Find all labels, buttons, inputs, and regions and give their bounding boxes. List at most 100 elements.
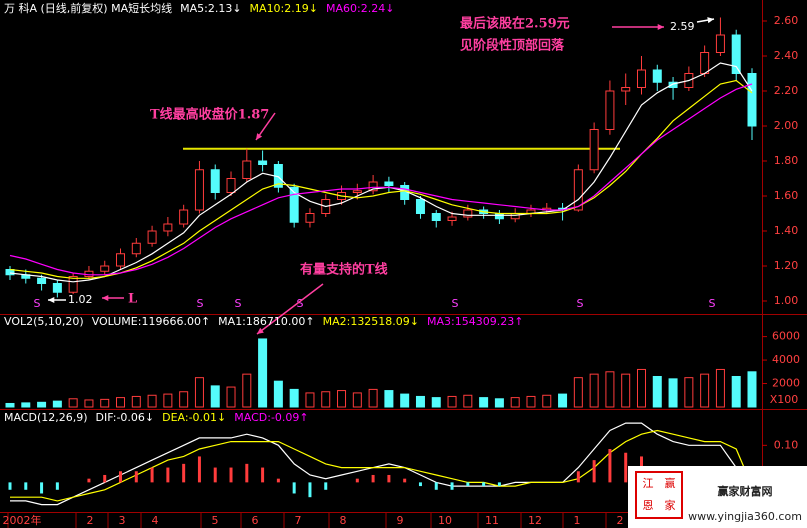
annotation: T线最高收盘价1.87 bbox=[150, 107, 269, 123]
volume-bar bbox=[431, 397, 441, 408]
x-tick-label: 2 bbox=[87, 514, 94, 527]
candle-body bbox=[731, 34, 741, 74]
x-tick-label: 11 bbox=[485, 514, 499, 527]
volume-bar bbox=[463, 394, 473, 408]
arrow-head bbox=[707, 17, 714, 24]
x-tick-label: 3 bbox=[119, 514, 126, 527]
candle-body bbox=[84, 270, 94, 277]
x-tick-label: 4 bbox=[152, 514, 159, 527]
y-tick-label: 4000 bbox=[772, 353, 800, 366]
candle-body bbox=[258, 160, 268, 165]
candle-body bbox=[368, 181, 378, 192]
x-tick-label: 2002年 bbox=[3, 513, 42, 527]
volume-bar bbox=[5, 402, 15, 408]
volume-bar bbox=[636, 368, 646, 408]
volume-bar bbox=[494, 398, 504, 408]
header-text: MA60:2.24↓ bbox=[326, 2, 394, 15]
volume-bar bbox=[368, 388, 378, 408]
candle-body bbox=[116, 253, 126, 267]
volume-bar bbox=[352, 392, 362, 408]
candle-body bbox=[636, 69, 646, 88]
x-tick-label: 12 bbox=[528, 514, 542, 527]
volume-bar bbox=[242, 373, 252, 408]
ma-line bbox=[9, 83, 753, 276]
signal-marker: S bbox=[297, 297, 304, 310]
logo-seal-char: 赢 bbox=[665, 476, 676, 490]
y-tick-label: 1.20 bbox=[774, 259, 799, 272]
volume-bar bbox=[210, 385, 220, 408]
candle-body bbox=[194, 169, 204, 211]
candle-body bbox=[494, 213, 504, 220]
volume-bar bbox=[589, 373, 599, 408]
volume-bar bbox=[558, 393, 568, 408]
header-text: MA10:2.19↓ bbox=[250, 2, 318, 15]
volume-bar bbox=[652, 375, 662, 408]
annotation: 有量支持的T线 bbox=[300, 262, 388, 278]
candle-body bbox=[226, 178, 236, 193]
y-tick-label: 2.40 bbox=[774, 49, 799, 62]
volume-bar bbox=[715, 368, 725, 408]
candle-body bbox=[242, 160, 252, 179]
volume-bar bbox=[21, 402, 31, 408]
x-tick-label: 5 bbox=[212, 514, 219, 527]
header-text: VOL2(5,10,20) bbox=[4, 315, 84, 328]
arrow-head bbox=[657, 23, 664, 31]
macd-line bbox=[10, 429, 753, 502]
candle-body bbox=[589, 129, 599, 171]
volume-bar bbox=[668, 378, 678, 408]
candle-body bbox=[352, 190, 362, 193]
volume-bar bbox=[100, 398, 110, 408]
candle-body bbox=[384, 181, 394, 186]
annotation: 见阶段性顶部回落 bbox=[460, 38, 565, 54]
header-text: MA3:154309.23↑ bbox=[427, 315, 523, 328]
volume-bar bbox=[384, 390, 394, 408]
volume-bar bbox=[400, 393, 410, 408]
candle-body bbox=[52, 283, 62, 293]
axis-unit: X100 bbox=[770, 393, 799, 406]
x-tick-label: 1 bbox=[574, 514, 581, 527]
candle-body bbox=[305, 213, 315, 223]
volume-bar bbox=[479, 397, 489, 408]
header-text: MACD(12,26,9) bbox=[4, 411, 88, 424]
logo-url: www.yingjia360.com bbox=[688, 510, 802, 523]
candle-body bbox=[289, 186, 299, 223]
x-tick-label: 2 bbox=[617, 514, 624, 527]
candle-body bbox=[652, 69, 662, 83]
volume-bar bbox=[116, 397, 126, 408]
arrow-head bbox=[256, 133, 263, 140]
candle-body bbox=[715, 34, 725, 53]
candle-body bbox=[747, 73, 757, 127]
x-tick-label: 7 bbox=[295, 514, 302, 527]
candle-body bbox=[68, 276, 78, 293]
volume-bar bbox=[179, 391, 189, 408]
logo-seal-char: 家 bbox=[665, 498, 676, 512]
arrow-head bbox=[102, 294, 109, 302]
candle-body bbox=[431, 213, 441, 221]
annotation: 最后该股在2.59元 bbox=[460, 16, 570, 32]
candle-body bbox=[463, 209, 473, 218]
volume-bar bbox=[526, 395, 536, 408]
arrow-shaft bbox=[256, 283, 324, 335]
x-tick-label: 8 bbox=[340, 514, 347, 527]
volume-bar bbox=[84, 399, 94, 408]
volume-bar bbox=[305, 392, 315, 408]
signal-marker: S bbox=[34, 297, 41, 310]
volume-bar bbox=[605, 371, 615, 408]
volume-bar bbox=[289, 388, 299, 408]
signal-marker: S bbox=[577, 297, 584, 310]
x-tick-label: 6 bbox=[252, 514, 259, 527]
logo: 江 赢 恩 家 赢家财富网 www.yingjia360.com bbox=[628, 466, 807, 528]
volume-bar bbox=[542, 394, 552, 408]
arrow-head bbox=[48, 296, 55, 304]
volume-bar bbox=[258, 338, 268, 408]
ma-line bbox=[9, 62, 753, 283]
volume-bar bbox=[700, 373, 710, 408]
volume-bar bbox=[337, 390, 347, 408]
logo-seal-char: 恩 bbox=[643, 499, 654, 512]
y-tick-label: 2.00 bbox=[774, 119, 799, 132]
y-tick-label: 1.60 bbox=[774, 189, 799, 202]
candle-body bbox=[131, 242, 141, 255]
volume-bar bbox=[731, 375, 741, 408]
y-tick-label: 2000 bbox=[772, 377, 800, 390]
